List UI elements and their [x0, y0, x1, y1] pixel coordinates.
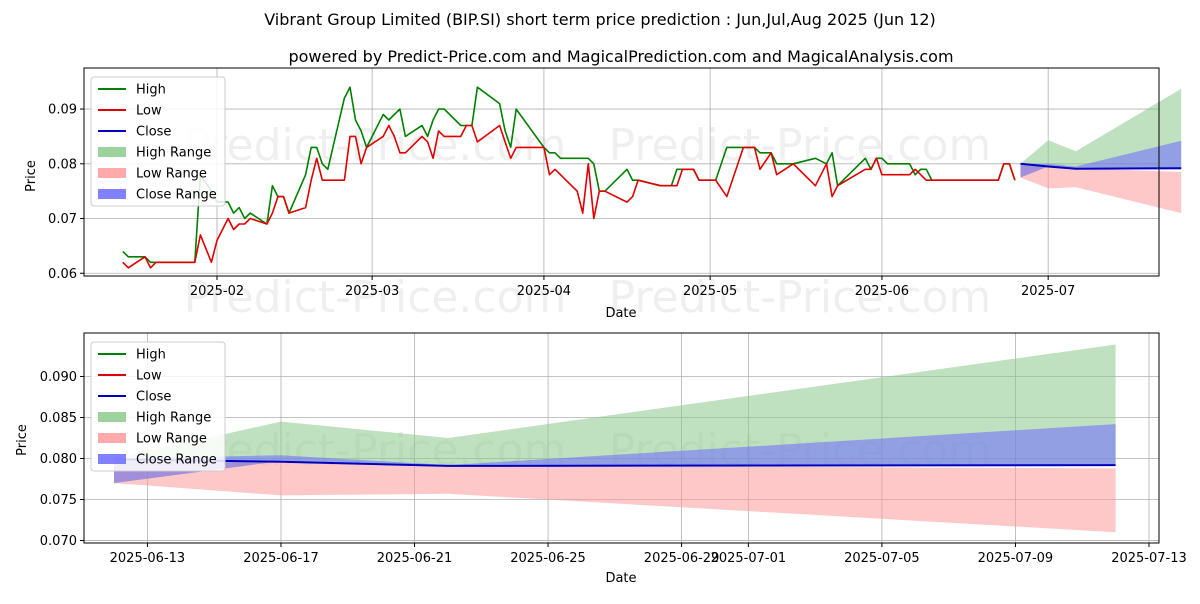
legend-low-range-swatch — [98, 433, 126, 443]
axis-ticks: 2025-06-13 2025-06-17 2025-06-21 2025-06-25… — [40, 370, 1187, 566]
axis-ticks: 2025-02 2025-03 2025-04 2025-05 2025-06 2025-… — [48, 103, 1075, 299]
legend-high-range-label: High Range — [136, 411, 211, 426]
y-axis-label: Price — [15, 424, 30, 456]
legend-close-range-label: Close Range — [136, 188, 217, 203]
legend-high-range-swatch — [98, 147, 126, 157]
y-tick-label: 0.09 — [48, 103, 77, 118]
chart-subtitle: powered by Predict-Price.com and Magical… — [288, 47, 953, 66]
grid-lines — [84, 68, 1159, 276]
watermark-layer: Predict-Price.com Predict-Price.com Pred… — [184, 120, 992, 323]
legend-high-label: High — [136, 348, 166, 363]
legend-close-label: Close — [136, 390, 171, 405]
legend-high-label: High — [136, 83, 166, 98]
x-tick-label: 2025-02 — [190, 284, 244, 299]
y-tick-label: 0.06 — [48, 267, 77, 282]
x-tick-label: 2025-06-17 — [243, 551, 319, 566]
x-tick-label: 2025-05 — [683, 284, 737, 299]
legend-low-range-swatch — [98, 168, 126, 178]
low-range-band — [114, 458, 1116, 533]
legend: High Low Close High Range Low Range Close Ran… — [90, 76, 226, 207]
legend-close-range-swatch — [98, 454, 126, 464]
history-panel: Predict-Price.com Predict-Price.com Pred… — [24, 67, 1182, 323]
legend-low-label: Low — [136, 104, 162, 119]
legend-close-range-label: Close Range — [136, 453, 217, 468]
x-tick-label: 2025-06 — [855, 284, 909, 299]
low-line — [122, 124, 1016, 269]
forecast-panel: Predict-Price.com Predict-Price.com 2025… — [15, 332, 1187, 586]
plot-frame — [83, 67, 1160, 277]
close-range-band — [114, 424, 1116, 484]
y-axis-label: Price — [24, 160, 39, 192]
x-tick-label: 2025-06-25 — [510, 551, 586, 566]
x-axis-label: Date — [605, 571, 636, 586]
x-tick-label: 2025-06-29 — [644, 551, 720, 566]
watermark-text: Predict-Price.com — [609, 120, 992, 171]
watermark-text: Predict-Price.com — [184, 120, 567, 171]
legend-high-range-swatch — [98, 412, 126, 422]
series-lines — [122, 86, 1182, 269]
y-tick-label: 0.07 — [48, 212, 77, 227]
x-tick-label: 2025-07-05 — [844, 551, 920, 566]
x-tick-label: 2025-06-13 — [110, 551, 186, 566]
legend-low-label: Low — [136, 369, 162, 384]
legend-high-range-label: High Range — [136, 146, 211, 161]
x-tick-label: 2025-03 — [345, 284, 399, 299]
x-tick-label: 2025-04 — [517, 284, 571, 299]
forecast-ranges — [114, 344, 1116, 533]
x-tick-label: 2025-06-21 — [377, 551, 453, 566]
y-tick-label: 0.070 — [40, 534, 77, 549]
x-tick-label: 2025-07-13 — [1111, 551, 1187, 566]
x-tick-label: 2025-07-09 — [978, 551, 1054, 566]
chart-title: Vibrant Group Limited (BIP.SI) short ter… — [264, 10, 936, 29]
legend-low-range-label: Low Range — [136, 432, 207, 447]
legend-low-range-label: Low Range — [136, 167, 207, 182]
y-tick-label: 0.090 — [40, 370, 77, 385]
legend-close-range-swatch — [98, 189, 126, 199]
y-tick-label: 0.08 — [48, 157, 77, 172]
forecast-ranges — [1020, 88, 1182, 214]
x-tick-label: 2025-07 — [1021, 284, 1075, 299]
legend: High Low Close High Range Low Range Close Ran… — [90, 341, 226, 472]
x-tick-label: 2025-07-01 — [711, 551, 787, 566]
watermark-text: Predict-Price.com — [609, 272, 992, 323]
legend-close-label: Close — [136, 125, 171, 140]
close-line — [1020, 162, 1182, 170]
y-tick-label: 0.080 — [40, 452, 77, 467]
low-range-band — [1020, 163, 1182, 214]
y-tick-label: 0.085 — [40, 411, 77, 426]
plot-frame — [83, 332, 1160, 544]
x-axis-label: Date — [605, 306, 636, 321]
high-line — [122, 86, 1016, 264]
y-tick-label: 0.075 — [40, 493, 77, 508]
watermark-text: Predict-Price.com — [184, 272, 567, 323]
